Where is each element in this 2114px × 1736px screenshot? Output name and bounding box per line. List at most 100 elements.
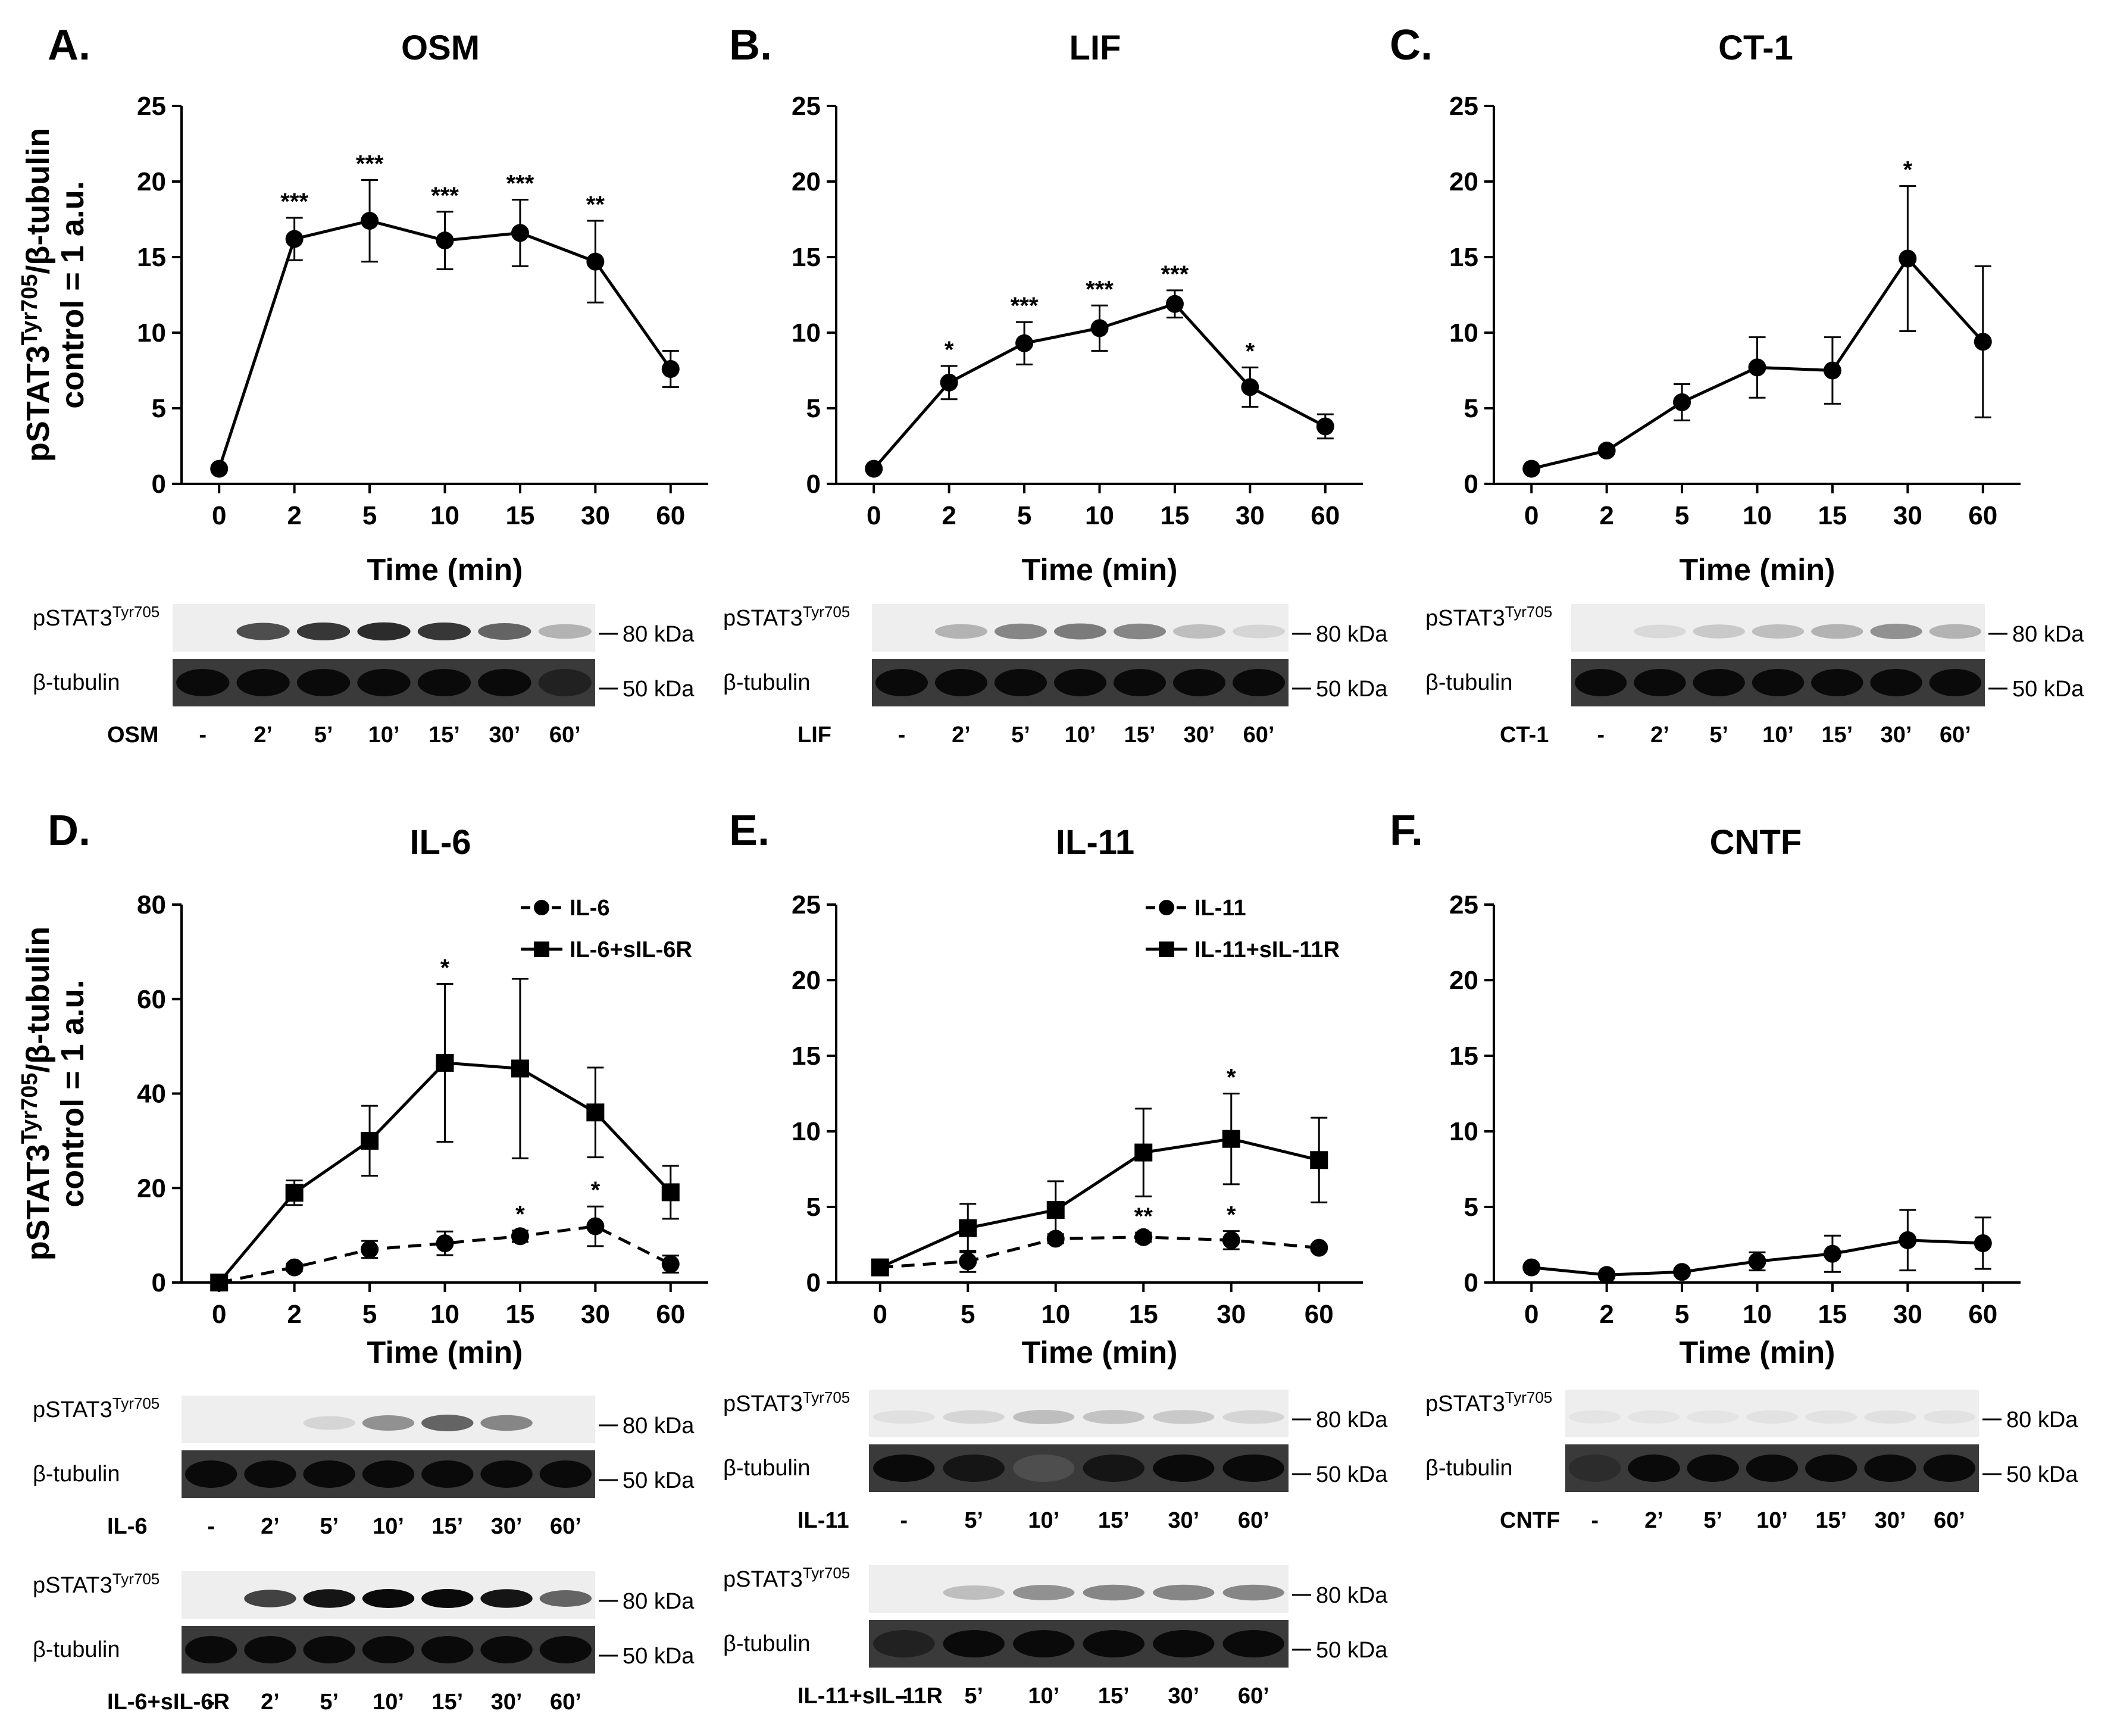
blot-band [421,1415,474,1431]
x-tick-label: 0 [1524,1300,1538,1329]
data-point [959,1219,977,1237]
blot-row-label: β-tubulin [1425,670,1513,695]
blot-band [1153,1455,1215,1482]
legend-label: IL-6 [570,896,610,921]
significance-label: * [1227,1202,1236,1228]
data-point [1597,442,1616,460]
x-tick-label: 5 [961,1300,975,1329]
significance-label: * [1246,338,1255,364]
y-label-text: /β-tubulin [20,927,56,1073]
legend-label: IL-11 [1194,896,1246,921]
lane-label: 5’ [964,1684,983,1709]
blot-band [1693,669,1745,696]
blot-band [184,1460,237,1488]
kda-label: 80 kDa [623,1413,695,1438]
blot-band [1923,1455,1976,1482]
data-point [1522,459,1541,478]
blot-band [478,669,531,696]
blot-band [1114,623,1166,640]
series-LIF: *********** [865,261,1334,478]
blot-band [1864,1410,1916,1424]
y-tick-label: 20 [1449,167,1478,196]
y-tick-label: 0 [1464,470,1478,499]
significance-label: * [1903,157,1913,183]
lane-label: 10’ [1028,1508,1059,1533]
blot-band [362,1460,415,1488]
y-tick-label: 25 [1449,92,1478,121]
blot-band [1568,1455,1621,1482]
blot-band [1153,1630,1215,1657]
data-point [865,459,883,478]
blot-band [1013,1585,1075,1600]
y-tick-label: 40 [137,1080,166,1109]
lane-label: 2’ [1644,1508,1663,1533]
data-point [871,1258,889,1277]
blot-treatment-label: IL-11 [798,1508,849,1533]
y-tick-label: 0 [806,1268,821,1297]
blot-band [1693,624,1745,639]
blot-row-label: pSTAT3Tyr705 [723,1388,850,1416]
kda-label: 50 kDa [623,1644,695,1669]
blot-band [1173,624,1225,639]
data-point [210,459,229,478]
blot-band [873,1630,935,1657]
x-tick-label: 15 [1129,1300,1158,1329]
x-tick-label: 60 [656,1300,685,1329]
y-label-sup: Tyr705 [17,274,42,346]
lane-label: 10’ [1028,1684,1059,1709]
lane-label: 30’ [1168,1508,1199,1533]
blot-row-sup: Tyr705 [803,1564,850,1582]
x-axis-label: Time (min) [1022,1335,1178,1370]
blot-strip [869,1390,1289,1437]
kda-label: 80 kDa [2006,1407,2078,1432]
y-tick-label: 20 [137,1174,166,1203]
series-IL-11+sIL-11R: * [871,1065,1328,1277]
x-tick-label: 2 [1599,1300,1613,1329]
lane-label: - [199,722,207,747]
data-point [1015,334,1034,352]
blot-row-label: pSTAT3Tyr705 [1425,603,1552,631]
panel-letter: E. [729,807,770,855]
data-point [1134,1228,1153,1246]
blot-row-label: β-tubulin [723,670,811,695]
blot-band [1114,669,1166,696]
blot-row-label: pSTAT3Tyr705 [33,603,160,631]
blot-band [1923,1410,1976,1424]
legend-marker [1159,941,1174,957]
blot-treatment-label: IL-6 [107,1514,148,1539]
y-axis-label-line2: control = 1 a.u. [55,181,90,409]
lane-label: 15’ [431,1514,463,1539]
blot-band [1634,669,1686,696]
panel-title: CT-1 [1718,29,1793,67]
blot-band [1568,1410,1621,1424]
x-tick-label: 15 [1818,501,1847,530]
lane-label: 60’ [1940,722,1971,747]
blot-row-label: pSTAT3Tyr705 [33,1570,160,1598]
data-point [285,230,304,248]
blot-row-label: β-tubulin [723,1456,811,1481]
blot-row-text: β-tubulin [1425,670,1513,695]
legend: IL-11 IL-11+sIL-11R [1146,896,1340,962]
blot-band [1746,1410,1799,1424]
western-blot: pSTAT3Tyr705 80 kDa β-tubulin 50 kDa CT-1 - 2’… [1425,603,2084,747]
blot-band [539,1636,592,1663]
significance-label: *** [431,183,459,209]
blot-row-text: β-tubulin [723,1631,811,1656]
blot-band [1752,669,1805,696]
western-blot: pSTAT3Tyr705 80 kDa β-tubulin 50 kDa IL-6+sI… [33,1570,695,1715]
y-label-text: pSTAT3 [20,1144,56,1260]
blot-band [357,622,411,641]
panel-title: CNTF [1710,823,1802,862]
blot-row-text: β-tubulin [723,670,811,695]
x-tick-label: 60 [1311,501,1340,530]
y-tick-label: 25 [792,890,821,919]
blot-band [357,669,411,696]
panel-letter: D. [48,807,90,855]
data-point [285,1184,304,1202]
y-tick-label: 10 [137,318,166,348]
lane-label: 5’ [320,1514,339,1539]
blot-row-label: pSTAT3Tyr705 [33,1394,160,1422]
blot-band [875,669,928,696]
y-tick-label: 20 [1449,966,1478,995]
blot-band [1687,1410,1739,1424]
